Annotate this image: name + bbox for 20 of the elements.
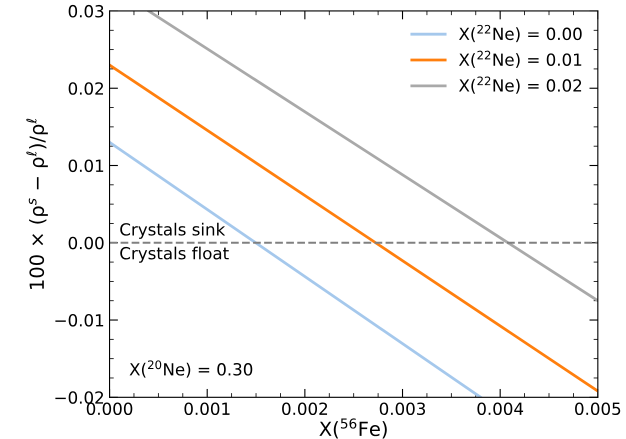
annotation: X($^{20}$Ne) = 0.30	[130, 360, 252, 378]
x-tick-label: 0.001	[184, 402, 230, 416]
y-tick-label: 0.00	[68, 236, 104, 250]
legend-label: X($^{22}$Ne) = 0.01	[458, 50, 582, 68]
x-tick-label: 0.002	[282, 402, 328, 416]
x-tick-label: 0.000	[86, 402, 132, 416]
x-axis-title: X($^{56}$Fe)	[319, 418, 387, 438]
x-tick-label: 0.005	[575, 402, 620, 416]
y-tick-label: −0.02	[55, 391, 104, 404]
x-tick-label: 0.003	[380, 402, 426, 416]
legend-label: X($^{22}$Ne) = 0.02	[458, 76, 582, 94]
annotation: Crystals sink	[120, 222, 226, 239]
y-axis-title: 100 × (ρ$^{s}$ − ρ$^{ℓ}$)/ρ$^{ℓ}$	[26, 118, 48, 289]
x-tick-label: 0.004	[477, 402, 524, 416]
y-tick-label: 0.02	[68, 82, 104, 95]
annotation: Crystals float	[120, 246, 229, 263]
legend-label: X($^{22}$Ne) = 0.00	[458, 24, 582, 42]
y-tick-label: 0.01	[68, 159, 104, 172]
y-tick-label: −0.01	[55, 314, 104, 327]
y-tick-label: 0.03	[68, 4, 104, 18]
